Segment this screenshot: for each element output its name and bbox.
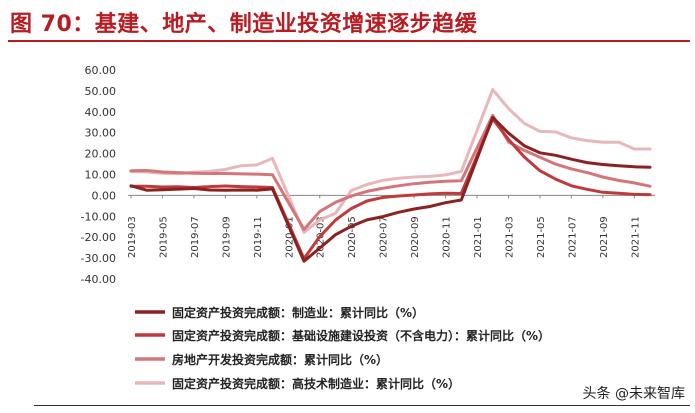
- series-lines: [129, 88, 652, 263]
- y-tick-label: -40.00: [81, 273, 116, 286]
- title-divider: [8, 40, 690, 42]
- y-tick-label: -20.00: [81, 231, 116, 244]
- legend-label: 固定资产投资完成额：制造业：累计同比（%）: [172, 305, 424, 320]
- y-tick-label: 40.00: [85, 106, 117, 119]
- series-line: [129, 115, 652, 263]
- x-tick-label: 2021-11: [630, 216, 641, 258]
- x-tick-label: 2021-01: [473, 216, 484, 258]
- series-line: [129, 88, 652, 234]
- x-tick-label: 2021-03: [504, 216, 515, 258]
- series-line: [129, 113, 652, 231]
- x-tick-label: 2020-07: [379, 216, 390, 258]
- x-tick-label: 2020-05: [347, 216, 358, 258]
- x-tick-label: 2019-07: [190, 216, 201, 258]
- x-tick-label: 2019-09: [221, 216, 232, 258]
- x-tick-label: 2021-07: [567, 216, 578, 258]
- x-tick-label: 2020-01: [284, 216, 295, 258]
- y-tick-label: -30.00: [81, 252, 116, 265]
- legend-label: 房地产开发投资完成额：累计同比（%）: [172, 352, 388, 367]
- x-tick-label: 2021-09: [599, 216, 610, 258]
- x-tick-label: 2020-11: [442, 216, 453, 258]
- bottom-divider: [34, 405, 690, 406]
- series-line: [129, 117, 652, 261]
- y-tick-label: 50.00: [85, 85, 117, 98]
- x-axis-ticks: 2019-03 2019-05 2019-07 2019-09 2019-11 2020-…: [127, 195, 641, 258]
- x-tick-label: 2020-09: [410, 216, 421, 258]
- x-tick-label: 2021-05: [536, 216, 547, 258]
- y-axis-ticks: 60.00 50.00 40.00 30.00 20.00 10.00 0.00 -10.00…: [81, 64, 116, 286]
- legend-label: 固定资产投资完成额：高技术制造业：累计同比（%）: [172, 376, 460, 391]
- y-tick-label: -10.00: [81, 210, 116, 223]
- page-title: 图 70：基建、地产、制造业投资增速逐步趋缓: [10, 12, 478, 37]
- x-tick-label: 2019-05: [158, 216, 169, 258]
- x-tick-label: 2019-11: [253, 216, 264, 258]
- x-tick-label: 2019-03: [127, 216, 138, 258]
- y-tick-label: 10.00: [85, 169, 117, 182]
- y-tick-label: 0.00: [92, 189, 117, 202]
- watermark-text: 头条 @未来智库: [582, 386, 685, 402]
- legend: 固定资产投资完成额：制造业：累计同比（%） 固定资产投资完成额：基础设施建设投资（…: [135, 305, 550, 391]
- y-tick-label: 60.00: [85, 64, 117, 77]
- y-tick-label: 20.00: [85, 148, 117, 161]
- y-tick-label: 30.00: [85, 127, 117, 140]
- legend-label: 固定资产投资完成额：基础设施建设投资（不含电力）：累计同比（%）: [172, 328, 550, 343]
